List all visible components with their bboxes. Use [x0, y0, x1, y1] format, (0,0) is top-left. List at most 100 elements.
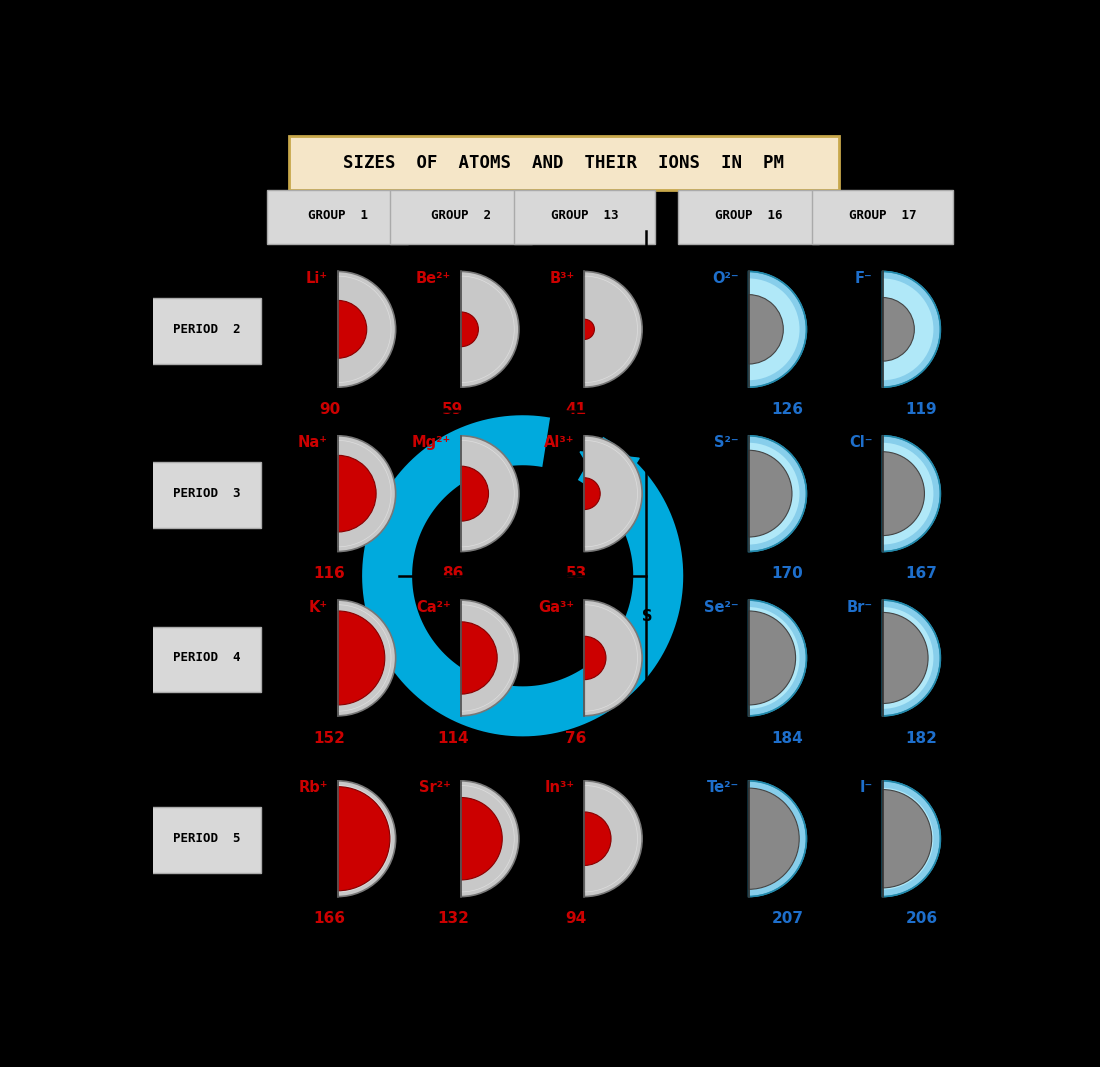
Wedge shape	[584, 271, 642, 387]
Wedge shape	[584, 319, 594, 339]
Text: 114: 114	[437, 731, 469, 746]
Text: Sr²⁺: Sr²⁺	[419, 780, 451, 795]
Wedge shape	[338, 786, 389, 891]
Text: 132: 132	[437, 911, 469, 926]
Text: O²⁻: O²⁻	[712, 271, 739, 286]
Wedge shape	[749, 607, 800, 708]
Wedge shape	[338, 600, 396, 716]
Text: Ga³⁺: Ga³⁺	[538, 600, 574, 615]
Text: PERIOD  4: PERIOD 4	[173, 652, 240, 665]
FancyBboxPatch shape	[390, 191, 531, 244]
Text: GROUP  16: GROUP 16	[715, 209, 782, 222]
Polygon shape	[580, 451, 639, 503]
Wedge shape	[338, 611, 385, 705]
Wedge shape	[882, 781, 940, 896]
Text: Rb⁺: Rb⁺	[298, 780, 328, 795]
Text: 53: 53	[565, 567, 586, 582]
Text: 170: 170	[772, 567, 803, 582]
Text: Mg: Mg	[556, 453, 581, 468]
Text: 76: 76	[565, 731, 586, 746]
Text: I⁻: I⁻	[859, 780, 872, 795]
Wedge shape	[882, 787, 934, 890]
Wedge shape	[338, 781, 396, 896]
Text: 86: 86	[442, 567, 463, 582]
Wedge shape	[882, 278, 934, 380]
Text: Mg²⁺: Mg²⁺	[411, 435, 451, 450]
Text: F⁻: F⁻	[855, 271, 872, 286]
FancyBboxPatch shape	[812, 191, 954, 244]
Text: Be²⁺: Be²⁺	[416, 271, 451, 286]
Text: 126: 126	[772, 402, 804, 417]
Text: 119: 119	[905, 402, 937, 417]
Wedge shape	[882, 435, 940, 552]
Text: Li⁺: Li⁺	[306, 271, 328, 286]
Wedge shape	[749, 271, 806, 387]
Wedge shape	[584, 781, 642, 896]
FancyBboxPatch shape	[152, 462, 262, 528]
Text: 207: 207	[772, 911, 804, 926]
Wedge shape	[882, 790, 932, 888]
Text: GROUP  2: GROUP 2	[431, 209, 491, 222]
Wedge shape	[882, 612, 928, 703]
Text: Cl⁻: Cl⁻	[849, 435, 872, 450]
Text: Se²⁻: Se²⁻	[704, 600, 739, 615]
Wedge shape	[338, 456, 376, 532]
Text: S²⁻: S²⁻	[714, 435, 739, 450]
FancyBboxPatch shape	[152, 626, 262, 692]
Wedge shape	[749, 611, 795, 705]
Text: PERIOD  2: PERIOD 2	[173, 323, 240, 336]
Wedge shape	[749, 294, 783, 364]
Wedge shape	[749, 435, 806, 552]
Text: 90: 90	[319, 402, 340, 417]
FancyBboxPatch shape	[514, 191, 654, 244]
Text: GROUP  17: GROUP 17	[849, 209, 916, 222]
Wedge shape	[584, 478, 601, 510]
Wedge shape	[882, 600, 940, 716]
Wedge shape	[749, 781, 806, 896]
FancyBboxPatch shape	[288, 137, 839, 191]
Wedge shape	[461, 466, 488, 521]
Text: 184: 184	[772, 731, 803, 746]
Text: 166: 166	[314, 911, 345, 926]
Wedge shape	[749, 789, 800, 889]
Text: S: S	[642, 609, 652, 624]
Text: K⁺: K⁺	[309, 600, 328, 615]
Text: Al³⁺: Al³⁺	[543, 435, 574, 450]
Text: 152: 152	[314, 731, 345, 746]
Text: B³⁺: B³⁺	[549, 271, 574, 286]
Wedge shape	[584, 636, 606, 680]
Text: GROUP  13: GROUP 13	[550, 209, 618, 222]
Wedge shape	[461, 312, 478, 347]
Wedge shape	[461, 781, 519, 896]
Wedge shape	[749, 787, 800, 890]
Wedge shape	[461, 797, 503, 880]
FancyBboxPatch shape	[267, 191, 408, 244]
Wedge shape	[338, 271, 396, 387]
Wedge shape	[749, 450, 792, 537]
Wedge shape	[749, 443, 800, 544]
Text: SIZES  OF  ATOMS  AND  THEIR  IONS  IN  PM: SIZES OF ATOMS AND THEIR IONS IN PM	[343, 155, 784, 173]
Wedge shape	[749, 600, 806, 716]
Wedge shape	[749, 278, 800, 380]
Text: 206: 206	[905, 911, 938, 926]
Text: 116: 116	[314, 567, 345, 582]
Wedge shape	[882, 607, 934, 708]
FancyBboxPatch shape	[678, 191, 820, 244]
Text: Te²⁻: Te²⁻	[706, 780, 739, 795]
Wedge shape	[882, 443, 934, 544]
Text: GROUP  1: GROUP 1	[308, 209, 367, 222]
Text: Ca²⁺: Ca²⁺	[417, 600, 451, 615]
Text: 94: 94	[565, 911, 586, 926]
Wedge shape	[584, 812, 610, 865]
Text: PERIOD  3: PERIOD 3	[173, 488, 240, 500]
Wedge shape	[461, 435, 519, 552]
Wedge shape	[338, 301, 366, 359]
FancyBboxPatch shape	[152, 808, 262, 873]
Wedge shape	[461, 622, 497, 695]
Wedge shape	[584, 435, 642, 552]
Wedge shape	[584, 600, 642, 716]
Wedge shape	[882, 298, 914, 361]
Text: 59: 59	[442, 402, 463, 417]
Text: Br⁻: Br⁻	[847, 600, 872, 615]
Text: Na⁺: Na⁺	[298, 435, 328, 450]
